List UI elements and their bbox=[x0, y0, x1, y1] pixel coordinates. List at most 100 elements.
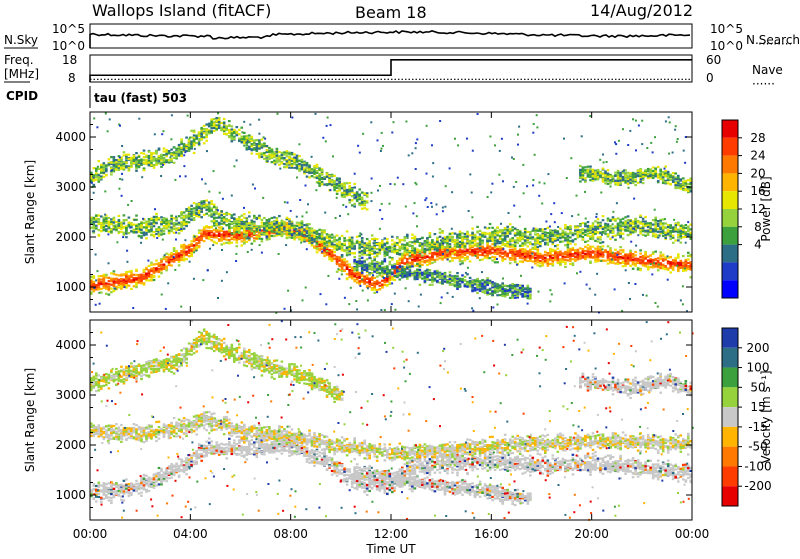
power-cell bbox=[193, 202, 196, 204]
power-cell bbox=[180, 225, 183, 227]
power-cell bbox=[481, 232, 484, 234]
power-cell bbox=[118, 220, 121, 222]
power-cell bbox=[494, 230, 497, 232]
power-cell bbox=[205, 236, 208, 238]
power-cell bbox=[399, 258, 402, 260]
power-cell bbox=[190, 219, 193, 221]
power-cell bbox=[233, 227, 236, 229]
power-cell bbox=[521, 260, 524, 262]
power-cell bbox=[170, 215, 173, 217]
power-cell bbox=[672, 237, 675, 239]
power-cell bbox=[379, 249, 382, 251]
power-cell bbox=[158, 268, 161, 270]
power-cell bbox=[569, 263, 572, 265]
power-cell bbox=[552, 254, 555, 256]
power-cell bbox=[669, 235, 672, 237]
power-cell bbox=[446, 242, 449, 244]
power-cell bbox=[637, 258, 640, 260]
power-cell bbox=[629, 257, 632, 259]
power-cell bbox=[243, 227, 246, 229]
power-cell bbox=[358, 272, 361, 274]
power-cell bbox=[627, 234, 630, 236]
power-cell bbox=[464, 243, 467, 245]
power-cell bbox=[529, 232, 532, 234]
power-cell bbox=[190, 252, 193, 254]
power-cell bbox=[218, 216, 221, 218]
power-cell bbox=[687, 265, 690, 267]
power-cell bbox=[622, 257, 625, 259]
power-cell bbox=[98, 168, 101, 170]
power-cell bbox=[659, 251, 662, 253]
power-cell bbox=[652, 264, 655, 266]
power-cell bbox=[243, 231, 246, 233]
power-cell bbox=[263, 227, 266, 229]
power-cell bbox=[672, 259, 675, 261]
power-cell bbox=[291, 227, 294, 229]
power-cell bbox=[461, 242, 464, 244]
power-cell bbox=[261, 226, 264, 228]
power-cell bbox=[466, 236, 469, 238]
power-cell bbox=[178, 227, 181, 229]
power-cell bbox=[271, 230, 274, 232]
power-cell bbox=[624, 256, 627, 258]
power-cell bbox=[426, 239, 429, 241]
power-cell bbox=[677, 267, 680, 269]
power-cell bbox=[150, 275, 153, 277]
power-cell bbox=[168, 256, 171, 258]
power-cell bbox=[98, 214, 101, 216]
power-cell bbox=[519, 245, 522, 247]
power-cell bbox=[108, 294, 111, 296]
power-cell bbox=[451, 236, 454, 238]
power-cell bbox=[103, 229, 106, 231]
power-cell bbox=[481, 246, 484, 248]
power-cell bbox=[276, 226, 279, 228]
power-cell bbox=[253, 240, 256, 242]
power-cell bbox=[356, 278, 359, 280]
power-cell bbox=[557, 258, 560, 260]
power-cell bbox=[281, 227, 284, 229]
power-cell bbox=[351, 277, 354, 279]
power-cell bbox=[634, 265, 637, 267]
power-cell bbox=[509, 262, 512, 264]
power-cell bbox=[451, 252, 454, 254]
power-cell bbox=[607, 229, 610, 231]
power-cell bbox=[366, 285, 369, 287]
power-cell bbox=[491, 259, 494, 261]
power-cell bbox=[338, 246, 341, 248]
power-cell bbox=[582, 229, 585, 231]
power-cell bbox=[649, 255, 652, 257]
power-cell bbox=[446, 240, 449, 242]
power-cell bbox=[662, 258, 665, 260]
power-cell bbox=[474, 240, 477, 242]
power-cell bbox=[236, 223, 239, 225]
power-cell bbox=[190, 255, 193, 257]
power-cell bbox=[190, 250, 193, 252]
power-cell bbox=[288, 223, 291, 225]
power-cell bbox=[416, 249, 419, 251]
power-cell bbox=[105, 288, 108, 290]
power-cell bbox=[276, 229, 279, 231]
power-cell bbox=[120, 288, 123, 290]
power-cell bbox=[521, 233, 524, 235]
power-cell bbox=[687, 255, 690, 257]
power-cell bbox=[128, 217, 131, 219]
power-cell bbox=[554, 231, 557, 233]
power-cell bbox=[276, 217, 279, 219]
power-cell bbox=[301, 220, 304, 222]
power-cell bbox=[489, 251, 492, 253]
power-cell bbox=[168, 223, 171, 225]
power-cell bbox=[667, 233, 670, 235]
power-cell bbox=[559, 252, 562, 254]
power-cell bbox=[140, 224, 143, 226]
power-cell bbox=[95, 168, 98, 170]
power-cell bbox=[110, 277, 113, 279]
power-cell bbox=[125, 236, 128, 238]
power-cell bbox=[243, 217, 246, 219]
power-cell bbox=[188, 255, 191, 257]
power-cell bbox=[341, 247, 344, 249]
power-cell bbox=[567, 239, 570, 241]
power-cell bbox=[286, 217, 289, 219]
nave-tick-bottom: 0 bbox=[706, 71, 714, 85]
power-cell bbox=[564, 259, 567, 261]
power-cell bbox=[572, 254, 575, 256]
